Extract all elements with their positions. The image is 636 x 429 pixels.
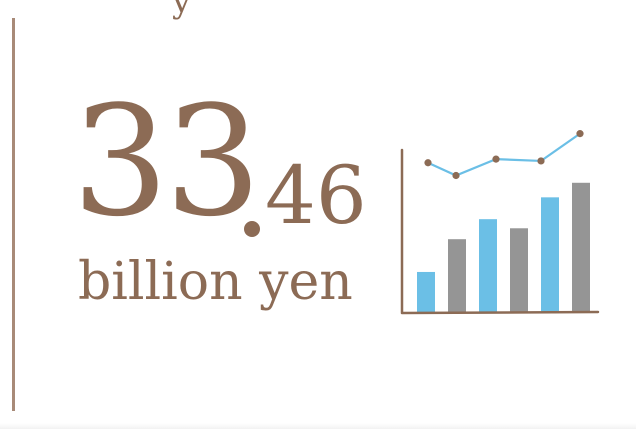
chart-icon-point	[424, 159, 432, 167]
value-integer: 33	[72, 73, 261, 250]
chart-axes	[400, 148, 600, 315]
chart-icon-point	[492, 155, 500, 163]
bottom-shade	[0, 423, 636, 429]
chart-icon-point	[452, 171, 460, 180]
chart-icon-bar	[479, 219, 497, 312]
value-unit: billion yen	[78, 252, 353, 312]
value-decimal: 46	[265, 149, 367, 242]
bar-line-chart-icon	[400, 130, 600, 315]
heading-fragment: y	[172, 0, 192, 21]
chart-icon-bar	[572, 182, 590, 312]
vertical-divider	[12, 18, 15, 411]
decimal-point	[244, 221, 260, 237]
chart-icon-bar	[417, 271, 435, 312]
chart-icon-line	[427, 132, 581, 177]
chart-icon-point	[537, 157, 545, 165]
chart-icon-bar	[448, 239, 466, 312]
chart-icon-bar	[510, 228, 528, 312]
chart-icon-bar	[541, 197, 559, 312]
chart-icon-point	[576, 130, 584, 138]
